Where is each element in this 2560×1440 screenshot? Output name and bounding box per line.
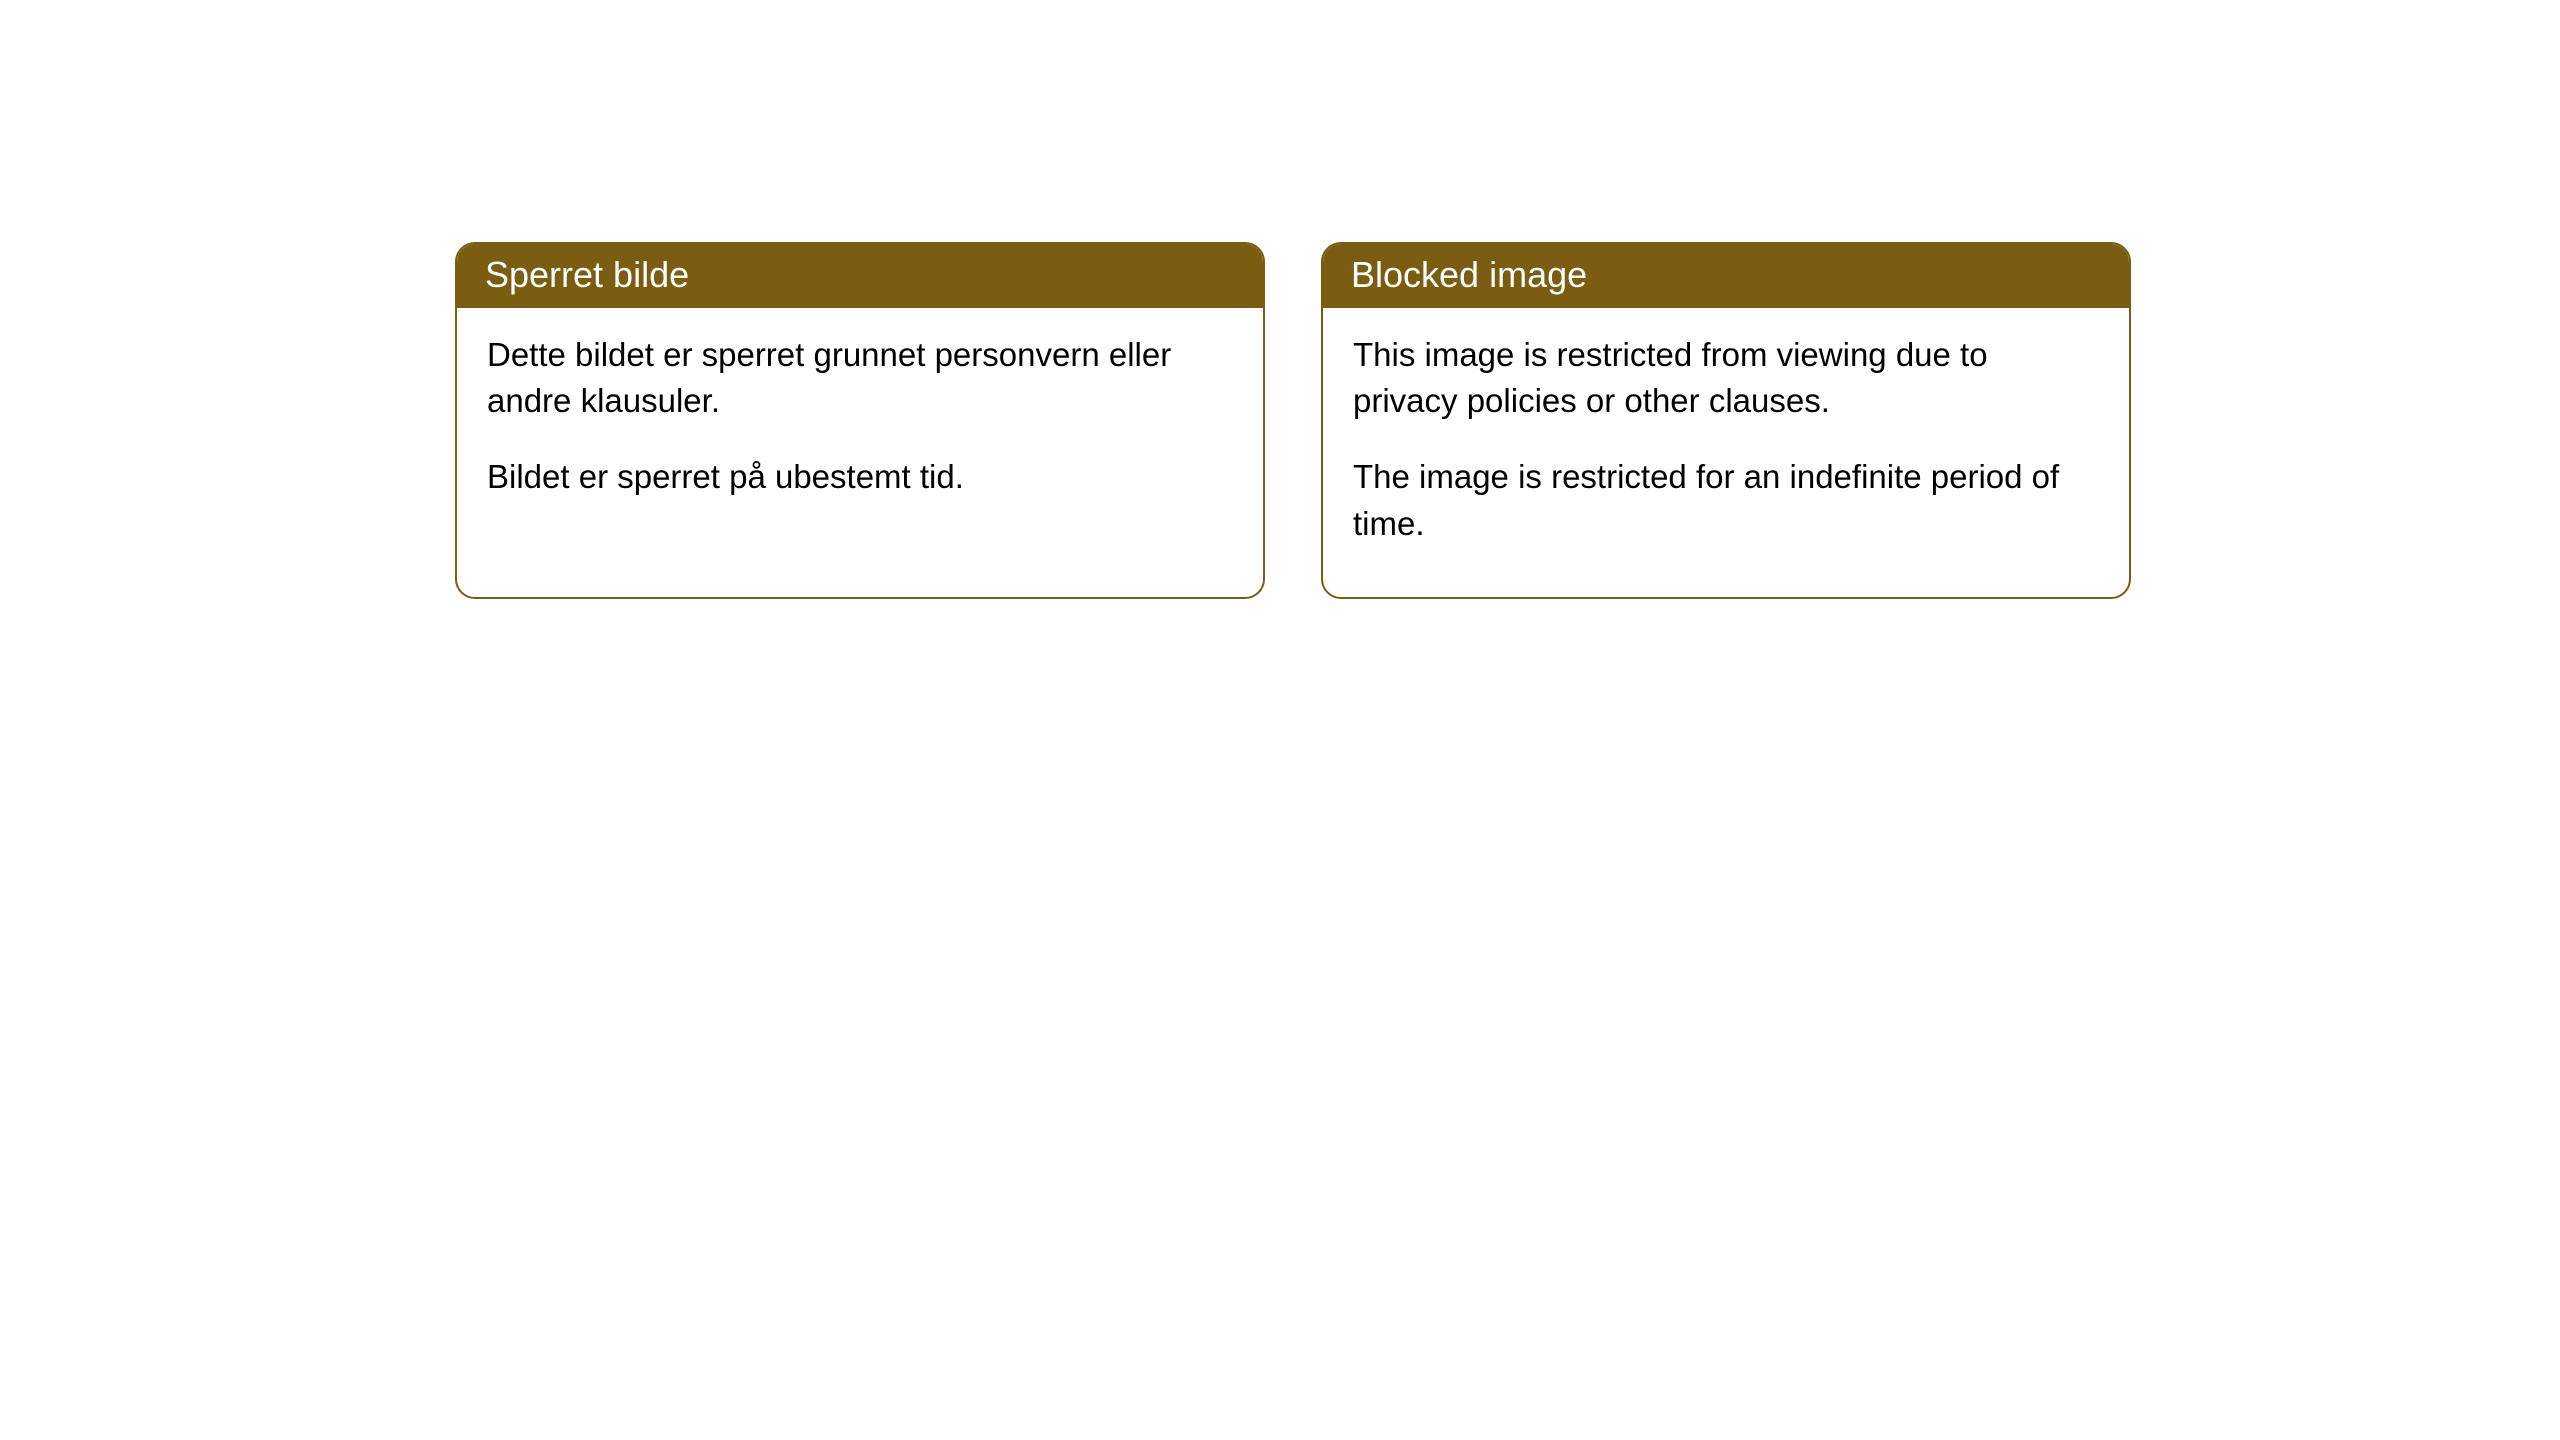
card-paragraph: Dette bildet er sperret grunnet personve… bbox=[487, 332, 1233, 424]
card-title: Sperret bilde bbox=[485, 254, 689, 295]
card-paragraph: The image is restricted for an indefinit… bbox=[1353, 454, 2099, 546]
card-body-english: This image is restricted from viewing du… bbox=[1323, 308, 2129, 597]
blocked-image-card-english: Blocked image This image is restricted f… bbox=[1321, 242, 2131, 599]
notice-cards-container: Sperret bilde Dette bildet er sperret gr… bbox=[455, 242, 2560, 599]
card-header-english: Blocked image bbox=[1323, 244, 2129, 308]
card-paragraph: Bildet er sperret på ubestemt tid. bbox=[487, 454, 1233, 500]
card-paragraph: This image is restricted from viewing du… bbox=[1353, 332, 2099, 424]
blocked-image-card-norwegian: Sperret bilde Dette bildet er sperret gr… bbox=[455, 242, 1265, 599]
card-title: Blocked image bbox=[1351, 254, 1587, 295]
card-body-norwegian: Dette bildet er sperret grunnet personve… bbox=[457, 308, 1263, 551]
card-header-norwegian: Sperret bilde bbox=[457, 244, 1263, 308]
